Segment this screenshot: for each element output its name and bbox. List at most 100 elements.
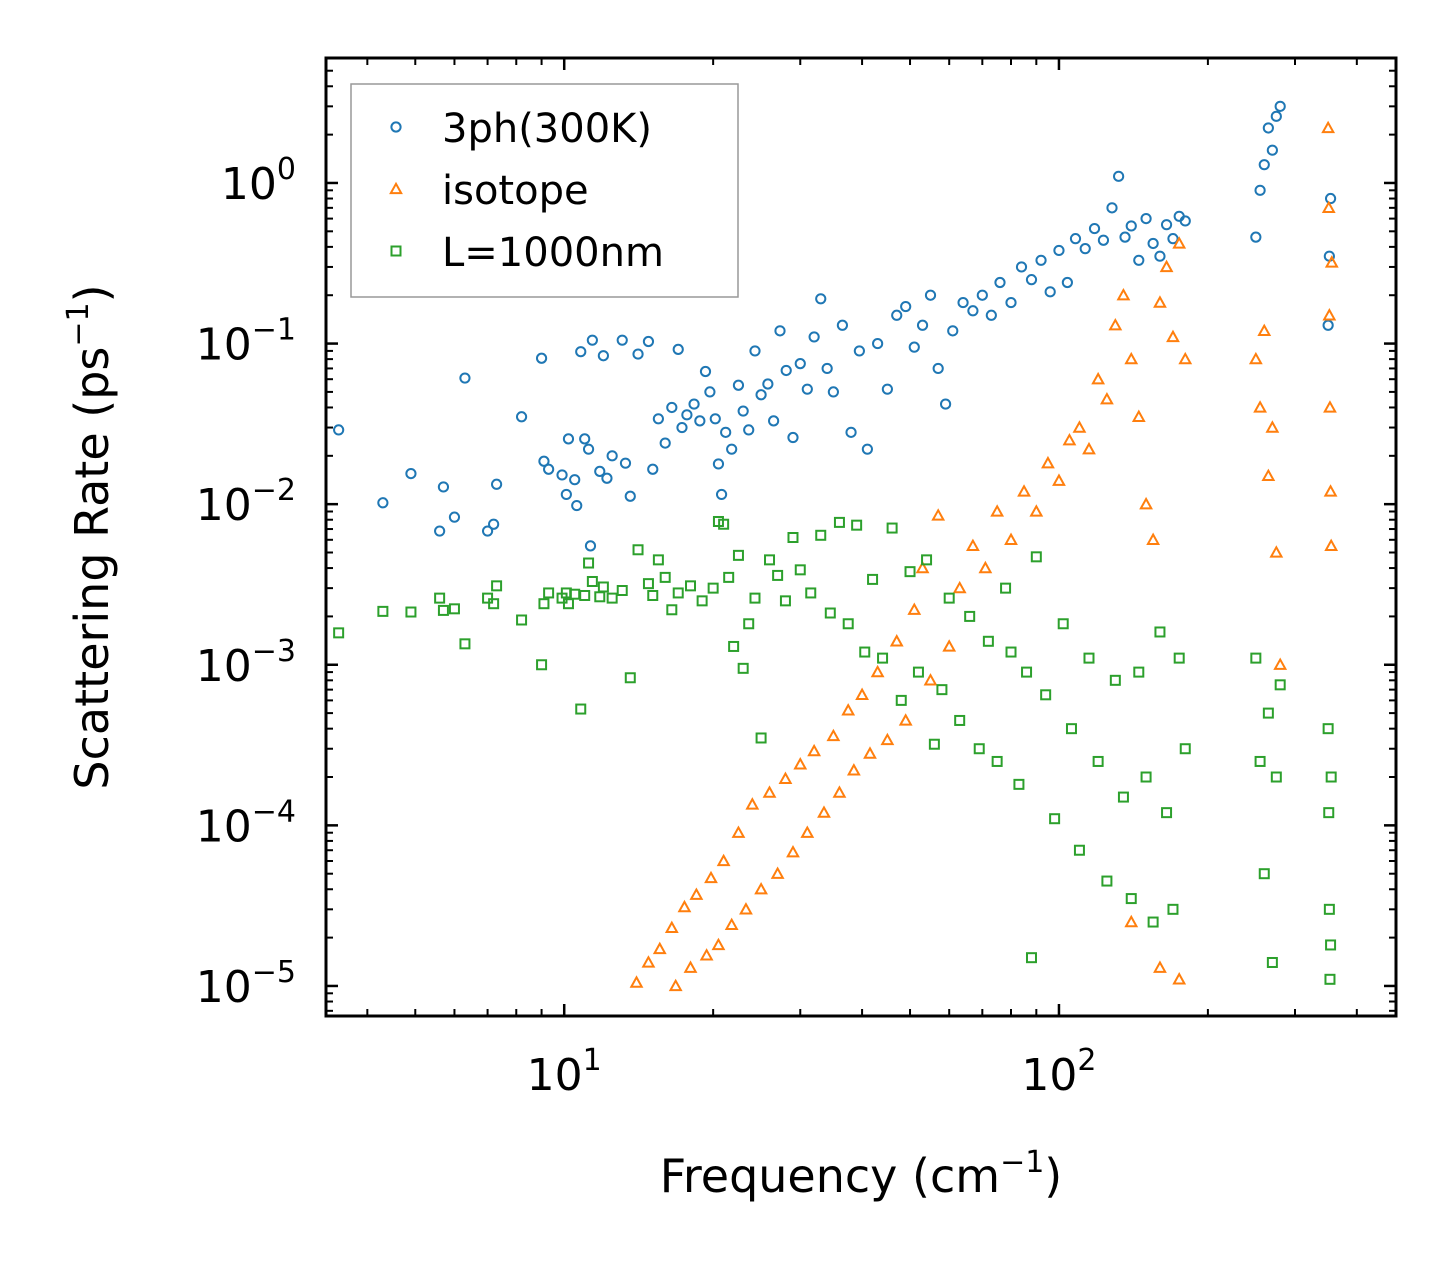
data-point xyxy=(437,481,450,493)
legend-marker-triangle xyxy=(389,181,403,195)
data-point xyxy=(491,580,503,592)
data-point xyxy=(1133,254,1145,266)
data-point xyxy=(845,426,857,438)
data-point xyxy=(743,424,755,436)
data-point xyxy=(908,341,920,353)
data-point xyxy=(870,664,885,678)
data-point xyxy=(778,771,793,784)
data-point xyxy=(889,634,904,647)
y-tick-label: 10−1 xyxy=(196,313,296,371)
data-point xyxy=(582,443,595,455)
data-point xyxy=(931,508,946,521)
data-point xyxy=(711,937,726,951)
data-point xyxy=(616,334,628,346)
data-point xyxy=(841,703,856,716)
data-point xyxy=(1025,952,1037,964)
data-point xyxy=(1029,504,1044,517)
data-point xyxy=(1052,473,1066,486)
data-point xyxy=(629,975,644,988)
data-point xyxy=(659,437,671,449)
legend-entry: 3ph(300K) xyxy=(390,106,652,152)
data-point xyxy=(1108,318,1123,331)
data-point xyxy=(664,920,679,934)
data-point xyxy=(754,882,768,895)
data-point xyxy=(543,463,555,475)
data-point xyxy=(824,607,836,619)
data-point xyxy=(575,346,587,358)
data-point xyxy=(880,732,895,746)
data-point xyxy=(966,538,980,552)
y-tick-label: 10−5 xyxy=(196,955,296,1013)
data-point xyxy=(1041,455,1055,469)
data-point xyxy=(437,604,449,616)
data-point xyxy=(957,296,969,309)
data-point xyxy=(516,614,528,626)
data-point xyxy=(855,687,869,700)
data-point xyxy=(1179,215,1191,227)
data-point xyxy=(584,540,597,552)
data-point xyxy=(606,592,618,604)
data-point xyxy=(642,335,655,348)
data-point xyxy=(1101,875,1113,887)
data-point xyxy=(377,605,389,617)
legend-label: 3ph(300K) xyxy=(442,106,652,152)
y-axis-label: Scattering Rate (ps−1) xyxy=(61,284,119,789)
data-point xyxy=(696,595,708,607)
data-point xyxy=(990,504,1005,517)
data-point xyxy=(724,917,739,931)
data-point xyxy=(688,398,700,410)
data-point xyxy=(787,431,799,444)
data-point xyxy=(921,554,933,566)
data-point xyxy=(624,490,636,502)
data-point xyxy=(405,606,417,618)
series-layer xyxy=(333,100,1339,992)
data-point xyxy=(1258,868,1270,880)
data-point xyxy=(1139,496,1153,510)
data-point xyxy=(488,598,500,610)
data-point xyxy=(562,598,574,610)
data-point xyxy=(1250,231,1262,243)
data-point xyxy=(1044,286,1056,298)
data-point xyxy=(1322,308,1337,321)
data-point xyxy=(672,587,684,599)
data-point xyxy=(1025,274,1038,286)
data-point xyxy=(1004,532,1018,545)
data-point xyxy=(1035,254,1047,266)
data-point xyxy=(755,732,767,744)
data-point xyxy=(1266,956,1278,968)
legend-label: isotope xyxy=(442,168,589,214)
data-point xyxy=(718,518,730,530)
data-point xyxy=(1072,420,1087,433)
data-point xyxy=(1258,159,1270,171)
data-point xyxy=(1254,184,1266,196)
data-point xyxy=(780,364,792,377)
data-point xyxy=(807,743,822,757)
data-point xyxy=(1000,582,1012,594)
data-point xyxy=(1254,755,1266,767)
data-point xyxy=(1262,707,1274,719)
data-point xyxy=(704,386,716,398)
data-point xyxy=(762,378,774,390)
data-point xyxy=(1172,236,1187,249)
data-point xyxy=(1091,371,1106,385)
data-point xyxy=(1269,545,1284,558)
data-point xyxy=(805,587,817,599)
data-point xyxy=(1079,243,1091,255)
data-point xyxy=(916,319,929,331)
data-point xyxy=(1125,220,1137,232)
data-point xyxy=(821,362,833,375)
data-point xyxy=(1270,110,1282,122)
data-point xyxy=(606,450,618,462)
x-axis-label-sup: −1 xyxy=(1000,1145,1044,1180)
data-point xyxy=(898,713,913,726)
data-point xyxy=(632,544,644,556)
legend: 3ph(300K) isotope L=1000nm xyxy=(350,83,739,298)
data-point xyxy=(800,825,815,838)
data-point xyxy=(851,519,863,531)
data-point xyxy=(832,785,847,798)
data-point xyxy=(1124,914,1139,928)
data-point xyxy=(666,401,678,414)
data-point xyxy=(1062,432,1077,446)
data-point xyxy=(994,276,1006,289)
data-point xyxy=(694,415,706,427)
